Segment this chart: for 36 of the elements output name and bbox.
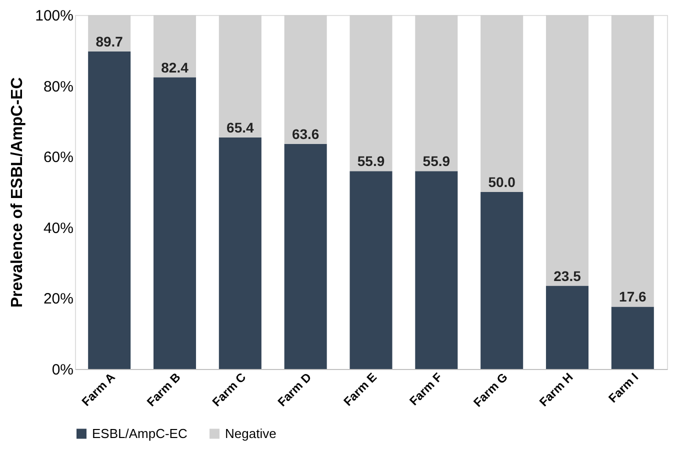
bar bbox=[415, 171, 458, 369]
bar bbox=[88, 51, 131, 369]
bar bbox=[350, 15, 392, 172]
data-label: 63.6 bbox=[292, 126, 320, 142]
data-label: 50.0 bbox=[488, 174, 516, 190]
y-axis-title: Prevalence of ESBL/AmpC-EC bbox=[9, 76, 26, 308]
y-tick-label: 20% bbox=[43, 290, 74, 308]
bar bbox=[546, 15, 589, 286]
bar bbox=[284, 144, 327, 369]
y-tick-label: 60% bbox=[43, 149, 74, 166]
bar bbox=[218, 137, 262, 369]
data-label: 23.5 bbox=[554, 268, 582, 284]
bar bbox=[611, 15, 654, 307]
data-label: 82.4 bbox=[161, 59, 189, 76]
legend-label: ESBL/AmpC-EC bbox=[92, 426, 188, 441]
data-label: 55.9 bbox=[357, 153, 385, 170]
y-tick-label: 80% bbox=[43, 78, 74, 96]
bar bbox=[415, 15, 458, 172]
y-tick-label: 40% bbox=[43, 220, 74, 237]
bar bbox=[218, 15, 262, 138]
bar bbox=[546, 286, 589, 369]
y-tick-label: 0% bbox=[52, 362, 74, 378]
data-label: 55.9 bbox=[422, 153, 450, 170]
bar bbox=[153, 77, 196, 369]
bar bbox=[153, 15, 196, 78]
bar bbox=[88, 15, 131, 52]
bar bbox=[480, 192, 524, 369]
data-label: 65.4 bbox=[226, 119, 254, 136]
bar bbox=[480, 15, 524, 192]
bar bbox=[284, 15, 327, 144]
bar bbox=[350, 171, 392, 369]
legend-label: Negative bbox=[225, 426, 276, 441]
data-label: 89.7 bbox=[96, 33, 124, 50]
bar bbox=[611, 306, 654, 369]
data-label: 17.6 bbox=[619, 288, 646, 305]
y-tick-label: 100% bbox=[35, 8, 74, 24]
